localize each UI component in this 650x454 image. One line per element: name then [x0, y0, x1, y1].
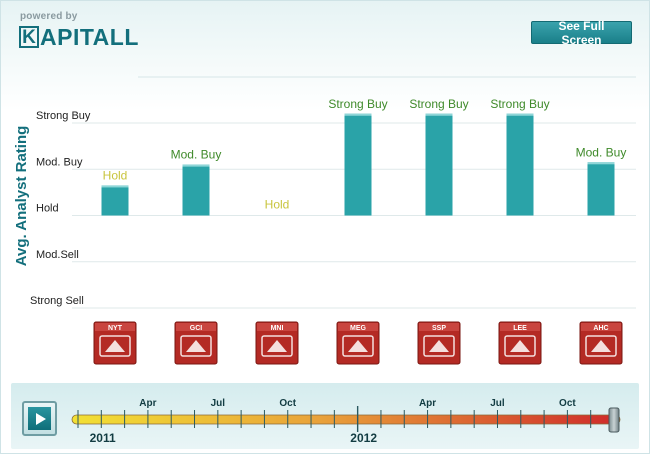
timeline-month-label: Jul — [490, 398, 505, 409]
bar-highlight — [506, 113, 534, 116]
company-tile-nyt[interactable]: NYT — [93, 321, 137, 365]
bar-body — [101, 185, 129, 216]
bar-lee[interactable] — [506, 113, 534, 216]
value-label: Mod. Buy — [171, 148, 222, 162]
tile-header — [257, 323, 297, 331]
company-tile-ssp[interactable]: SSP — [417, 321, 461, 365]
play-icon — [28, 407, 51, 430]
company-tile-ahc[interactable]: AHC — [579, 321, 623, 365]
value-label: Hold — [103, 168, 128, 182]
y-tick-label: Strong Buy — [36, 110, 91, 122]
bar-highlight — [587, 162, 615, 165]
tile-header — [419, 323, 459, 331]
company-tile-lee[interactable]: LEE — [498, 321, 542, 365]
timeline-month-label: Apr — [139, 398, 156, 409]
y-tick-label: Strong Sell — [30, 295, 84, 307]
company-tile-mni[interactable]: MNI — [255, 321, 299, 365]
bar-highlight — [344, 113, 372, 116]
tile-logo-mark — [423, 335, 455, 357]
tile-logo-glyph — [348, 340, 368, 352]
value-label: Strong Buy — [490, 97, 549, 111]
timeline-handle[interactable] — [608, 407, 620, 433]
company-tile-gci[interactable]: GCI — [174, 321, 218, 365]
tile-ticker: SSP — [432, 325, 446, 332]
tile-logo-mark — [180, 335, 212, 357]
bar-ssp[interactable] — [425, 113, 453, 216]
bar-highlight — [101, 185, 129, 188]
tile-ticker: MNI — [271, 325, 284, 332]
y-axis-label: Avg. Analyst Rating — [13, 126, 30, 267]
bar-body — [182, 164, 210, 216]
company-tiles[interactable]: NYT GCI MNI MEG SSP LEE AHC — [93, 321, 623, 365]
tile-logo-glyph — [510, 340, 530, 352]
tile-header — [176, 323, 216, 331]
timeline-year-labels: 2011 2012 — [90, 431, 378, 445]
tile-logo-mark — [585, 335, 617, 357]
bar-highlight — [425, 113, 453, 116]
bar-meg[interactable] — [344, 113, 372, 216]
tile-logo-mark — [99, 335, 131, 357]
y-tick-label: Mod.Sell — [36, 249, 79, 261]
value-label: Strong Buy — [409, 97, 468, 111]
y-tick-label: Mod. Buy — [36, 156, 83, 168]
timeline-month-labels: Apr Jul Oct Apr Jul Oct — [139, 398, 576, 409]
timeline-month-label: Oct — [279, 398, 296, 409]
value-label: Mod. Buy — [576, 145, 627, 159]
tile-logo-glyph — [267, 340, 287, 352]
bar-body — [344, 113, 372, 216]
kapitall-logo: K APITALL — [19, 24, 139, 50]
tile-logo-glyph — [105, 340, 125, 352]
powered-by-text: powered by — [20, 11, 78, 22]
logo-k-mark: K — [19, 26, 39, 48]
play-button[interactable] — [22, 401, 57, 436]
analyst-rating-chart: Avg. Analyst Rating Strong Sell Mod.Sell H… — [13, 76, 636, 365]
timeline-track[interactable] — [71, 414, 621, 425]
company-tile-meg[interactable]: MEG — [336, 321, 380, 365]
bar-nyt[interactable] — [101, 185, 129, 216]
timeline-month-label: Jul — [211, 398, 226, 409]
tile-header — [95, 323, 135, 331]
bar-highlight — [182, 164, 210, 167]
tile-header — [581, 323, 621, 331]
tile-ticker: AHC — [593, 325, 608, 332]
bars — [101, 113, 615, 216]
y-tick-label: Hold — [36, 203, 59, 215]
tile-logo-glyph — [591, 340, 611, 352]
tile-logo-glyph — [186, 340, 206, 352]
value-labels: Hold Mod. Buy Hold Strong Buy Strong Buy Stro… — [103, 97, 627, 212]
logo-wordmark: APITALL — [40, 23, 139, 50]
y-tick-labels: Strong Sell Mod.Sell Hold Mod. Buy Strong Bu… — [30, 110, 91, 307]
tile-header — [500, 323, 540, 331]
bar-ahc[interactable] — [587, 162, 615, 216]
bar-gci[interactable] — [182, 164, 210, 216]
tile-ticker: LEE — [513, 325, 527, 332]
see-full-screen-button[interactable]: See Full Screen — [531, 19, 632, 47]
tile-header — [338, 323, 378, 331]
tile-ticker: NYT — [108, 325, 123, 332]
bar-body — [425, 113, 453, 216]
value-label: Hold — [265, 198, 290, 212]
timeline-month-label: Apr — [419, 398, 436, 409]
timeline-year-label: 2012 — [350, 431, 377, 445]
tile-logo-mark — [504, 335, 536, 357]
timeline-month-label: Oct — [559, 398, 576, 409]
tile-logo-glyph — [429, 340, 449, 352]
tile-ticker: MEG — [350, 325, 367, 332]
tile-ticker: GCI — [190, 325, 203, 332]
tile-logo-mark — [261, 335, 293, 357]
value-label: Strong Buy — [328, 97, 387, 111]
timeline-year-label: 2011 — [90, 431, 116, 445]
tile-logo-mark — [342, 335, 374, 357]
bar-body — [587, 162, 615, 216]
bar-body — [506, 113, 534, 216]
